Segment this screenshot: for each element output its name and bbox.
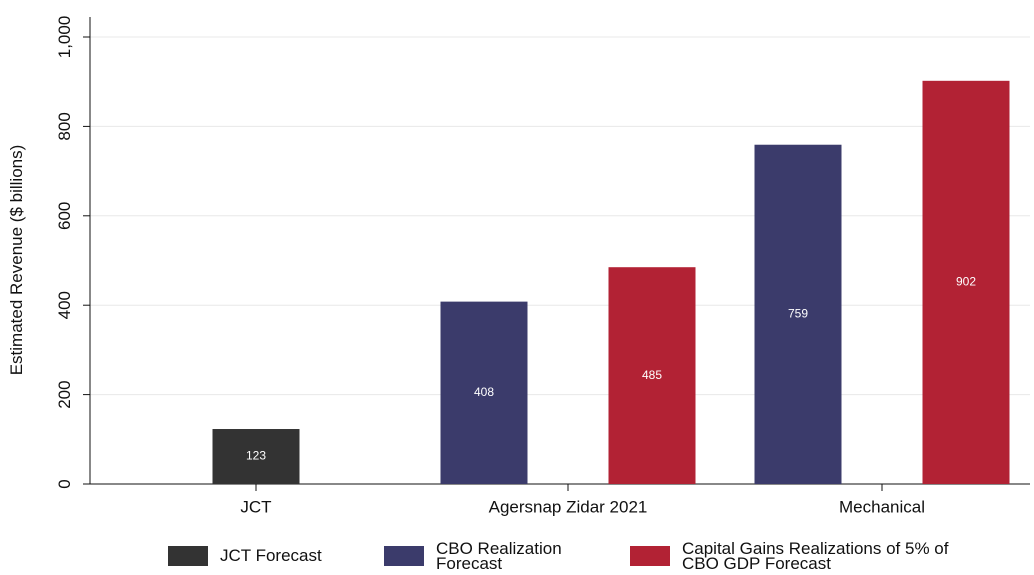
legend: JCT Forecast CBO Realization Forecast Capi… — [0, 536, 1034, 575]
bar — [440, 301, 528, 484]
legend-label: Capital Gains Realizations of 5% of CBO … — [682, 538, 949, 573]
x-tick-label: JCT — [240, 497, 271, 516]
y-tick-label: 0 — [55, 479, 74, 488]
legend-item: JCT Forecast — [168, 536, 360, 575]
legend-item: CBO Realization Forecast — [384, 536, 606, 575]
bar — [608, 267, 696, 484]
bar — [212, 429, 300, 484]
bar — [922, 80, 1010, 484]
y-tick-label: 800 — [55, 112, 74, 140]
value-label: 759 — [788, 307, 808, 321]
chart: Estimated Revenue ($ billions) 0 200 400 60… — [7, 16, 1030, 516]
value-label: 902 — [956, 275, 976, 289]
legend-item: Capital Gains Realizations of 5% of CBO … — [630, 536, 972, 575]
legend-swatch — [630, 545, 670, 566]
y-tick-label: 400 — [55, 291, 74, 319]
value-label: 485 — [642, 368, 662, 382]
bar — [754, 144, 842, 485]
legend-label: CBO Realization Forecast — [436, 538, 562, 573]
y-axis-label: Estimated Revenue ($ billions) — [7, 145, 26, 376]
y-tick-label: 600 — [55, 202, 74, 230]
x-tick-label: Agersnap Zidar 2021 — [489, 497, 648, 516]
value-label: 123 — [246, 449, 266, 463]
legend-label: JCT Forecast — [220, 546, 322, 565]
value-label: 408 — [474, 385, 494, 399]
y-tick-label: 200 — [55, 380, 74, 408]
legend-swatch — [384, 545, 424, 566]
legend-swatch — [168, 545, 208, 566]
y-tick-label: 1,000 — [55, 16, 74, 59]
x-tick-label: Mechanical — [839, 497, 925, 516]
